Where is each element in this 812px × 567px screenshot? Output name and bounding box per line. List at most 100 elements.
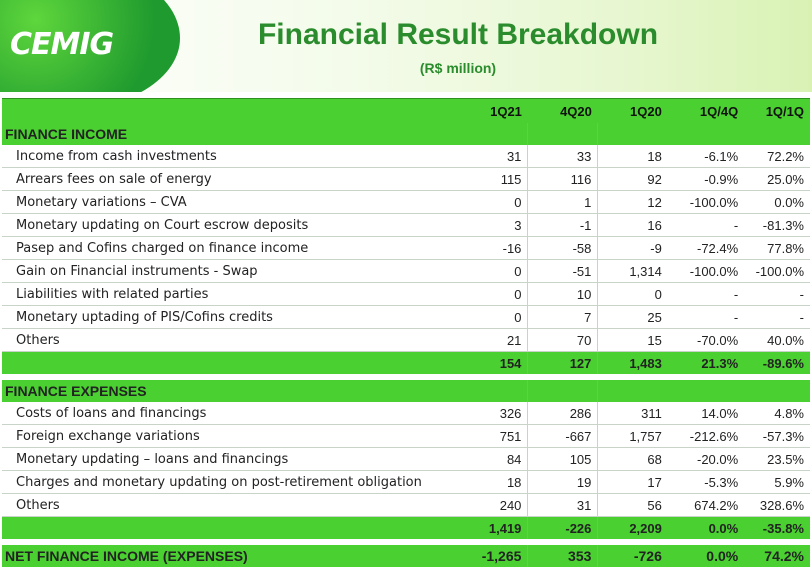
subtotal-row: 1,419 -226 2,209 0.0% -35.8%	[2, 516, 810, 539]
row-value: -58	[527, 236, 598, 260]
row-value: -1	[527, 213, 598, 237]
row-value: 0	[462, 259, 528, 283]
section-header-row: FINANCE INCOME	[2, 123, 810, 145]
table-row: Monetary updating on Court escrow deposi…	[2, 213, 810, 237]
row-value: -212.6%	[667, 424, 745, 448]
company-logo: CEMIG	[10, 27, 114, 62]
row-label: Arrears fees on sale of energy	[2, 167, 463, 191]
row-value: 311	[597, 402, 668, 425]
page-title: Financial Result Breakdown	[257, 18, 659, 51]
net-total-value: 74.2%	[744, 545, 810, 567]
row-value: 72.2%	[744, 145, 810, 168]
row-value: 326	[462, 402, 528, 425]
row-value: 10	[527, 282, 598, 306]
row-value: 31	[462, 145, 528, 168]
row-label: Charges and monetary updating on post-re…	[2, 470, 463, 494]
subtotal-value: 154	[462, 351, 528, 374]
page-subtitle: (R$ million)	[419, 60, 497, 76]
row-value: 84	[462, 447, 528, 471]
section-empty-cell	[744, 380, 810, 402]
net-total-value: -1,265	[462, 545, 528, 567]
row-label: Costs of loans and financings	[2, 402, 463, 425]
row-label: Income from cash investments	[2, 145, 463, 168]
row-value: -81.3%	[744, 213, 810, 237]
table-row: Others 240 31 56 674.2% 328.6%	[2, 493, 810, 517]
column-header-1q20: 1Q20	[597, 98, 668, 123]
section-empty-cell	[744, 123, 810, 145]
table-row: Charges and monetary updating on post-re…	[2, 470, 810, 494]
row-value: -100.0%	[667, 190, 745, 214]
row-value: 15	[597, 328, 668, 352]
row-value: 40.0%	[744, 328, 810, 352]
section-title: FINANCE INCOME	[2, 123, 463, 145]
subtotal-value: 0.0%	[667, 516, 745, 539]
row-value: 25	[597, 305, 668, 329]
row-value: -	[744, 305, 810, 329]
row-value: -	[667, 282, 745, 306]
row-value: 105	[527, 447, 598, 471]
row-value: -72.4%	[667, 236, 745, 260]
section-empty-cell	[462, 123, 528, 145]
subtotal-value: -89.6%	[744, 351, 810, 374]
table-row: Monetary variations – CVA 0 1 12 -100.0% 0.0%	[2, 190, 810, 214]
row-label: Others	[2, 493, 463, 517]
row-value: -	[667, 213, 745, 237]
subtotal-value: 1,483	[597, 351, 668, 374]
row-value: 25.0%	[744, 167, 810, 191]
row-value: 115	[462, 167, 528, 191]
row-value: 0	[462, 305, 528, 329]
table-row: Liabilities with related parties 0 10 0- -	[2, 282, 810, 306]
section-empty-cell	[597, 123, 668, 145]
row-value: 18	[597, 145, 668, 168]
subtotal-row: 154 127 1,483 21.3% -89.6%	[2, 351, 810, 374]
table-row: Monetary uptading of PIS/Cofins credits 0…	[2, 305, 810, 329]
section-empty-cell	[597, 380, 668, 402]
logo-background-shape	[0, 0, 180, 92]
section-empty-cell	[667, 123, 745, 145]
row-value: 56	[597, 493, 668, 517]
table-row: Others 21 70 15 -70.0% 40.0%	[2, 328, 810, 352]
column-header-1q-1q: 1Q/1Q	[744, 98, 810, 123]
row-value: -51	[527, 259, 598, 283]
subtotal-value: 2,209	[597, 516, 668, 539]
row-label: Monetary updating – loans and financings	[2, 447, 463, 471]
row-value: 0.0%	[744, 190, 810, 214]
row-value: 12	[597, 190, 668, 214]
row-value: 5.9%	[744, 470, 810, 494]
section-empty-cell	[462, 380, 528, 402]
row-label: Monetary uptading of PIS/Cofins credits	[2, 305, 463, 329]
row-label: Pasep and Cofins charged on finance inco…	[2, 236, 463, 260]
row-value: -	[744, 282, 810, 306]
row-value: -6.1%	[667, 145, 745, 168]
row-label: Gain on Financial instruments - Swap	[2, 259, 463, 283]
row-value: 77.8%	[744, 236, 810, 260]
section-empty-cell	[667, 380, 745, 402]
row-value: -100.0%	[667, 259, 745, 283]
row-value: 3	[462, 213, 528, 237]
row-label: Foreign exchange variations	[2, 424, 463, 448]
table-row: Foreign exchange variations 751 -667 1,757-…	[2, 424, 810, 448]
spacer-row	[2, 539, 810, 545]
section-title: FINANCE EXPENSES	[2, 380, 463, 402]
row-value: 4.8%	[744, 402, 810, 425]
table-row: Income from cash investments 31 33 18 -6.1% 7…	[2, 145, 810, 168]
section-header-row: FINANCE EXPENSES	[2, 380, 810, 402]
row-value: -16	[462, 236, 528, 260]
column-header-1q-4q: 1Q/4Q	[667, 98, 745, 123]
row-value: 751	[462, 424, 528, 448]
column-header-4q20: 4Q20	[527, 98, 598, 123]
row-value: -70.0%	[667, 328, 745, 352]
subtotal-value: 127	[527, 351, 598, 374]
row-value: -0.9%	[667, 167, 745, 191]
row-value: -5.3%	[667, 470, 745, 494]
row-value: 328.6%	[744, 493, 810, 517]
row-label: Liabilities with related parties	[2, 282, 463, 306]
row-value: 7	[527, 305, 598, 329]
row-value: -57.3%	[744, 424, 810, 448]
row-value: 92	[597, 167, 668, 191]
row-value: 23.5%	[744, 447, 810, 471]
table-row: Pasep and Cofins charged on finance inco…	[2, 236, 810, 260]
row-value: 0	[462, 190, 528, 214]
column-header-label	[2, 98, 463, 123]
net-total-value: -726	[597, 545, 668, 567]
